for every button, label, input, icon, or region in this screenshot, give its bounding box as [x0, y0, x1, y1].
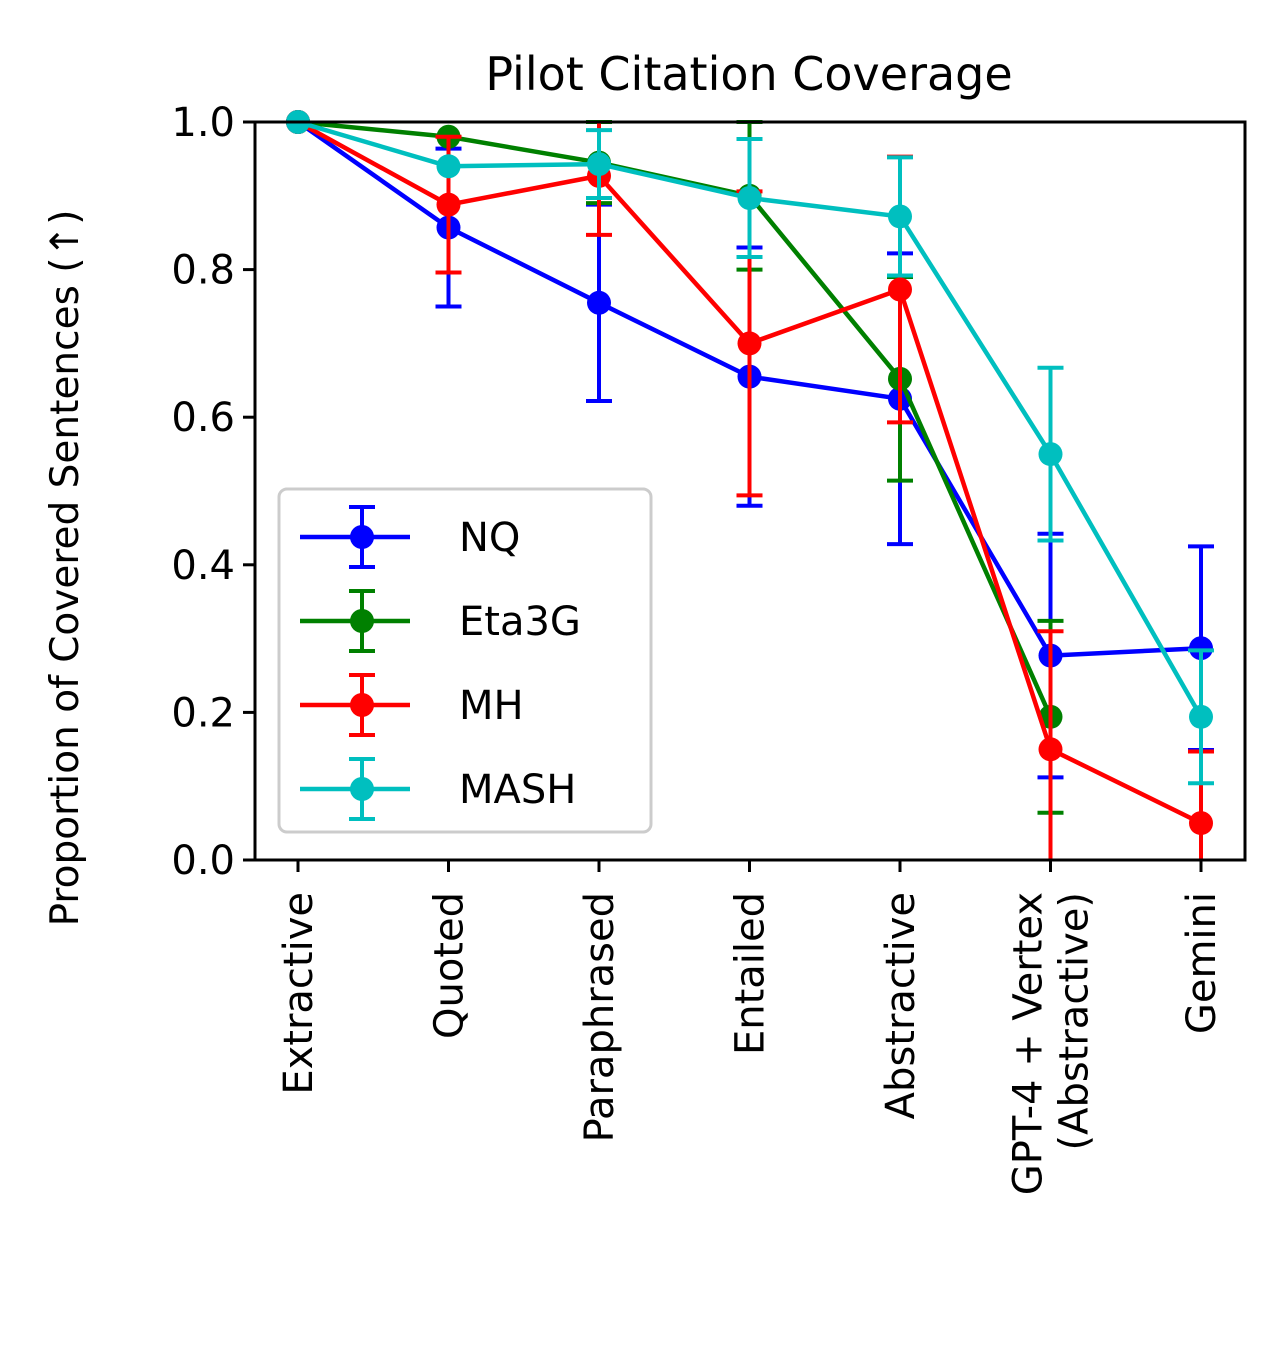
x-tick-label: Quoted — [427, 892, 473, 1039]
data-point — [1189, 811, 1213, 836]
x-tick-label: Paraphrased — [577, 892, 623, 1142]
legend-marker — [350, 609, 374, 633]
legend-entry-NQ: NQ — [300, 505, 520, 569]
plot-series — [286, 110, 1214, 860]
data-point — [587, 290, 611, 315]
legend-entry-MH: MH — [300, 673, 524, 737]
legend-box — [277, 487, 653, 834]
legend-label: Eta3G — [459, 599, 581, 645]
legend-label: NQ — [459, 515, 520, 561]
x-tick-label: Extractive — [276, 892, 322, 1095]
axes: 0.0 0.2 0.4 0.6 0.8 1.0 Extractive Quoted Paraph… — [171, 100, 1247, 1195]
data-point — [1038, 442, 1063, 467]
legend: NQ Eta3G MH MASH — [277, 487, 653, 834]
data-point — [737, 186, 762, 211]
legend-label: MASH — [459, 767, 576, 813]
data-point — [888, 204, 912, 229]
legend-entry-Eta3G: Eta3G — [300, 589, 581, 653]
y-tick-label: 0.4 — [171, 543, 235, 589]
x-tick-label: Gemini — [1179, 892, 1225, 1034]
data-point — [1189, 704, 1213, 729]
legend-marker — [350, 525, 374, 549]
data-point — [1038, 737, 1063, 762]
y-tick-label: 0.0 — [171, 838, 235, 884]
data-point — [587, 152, 611, 177]
y-tick-label: 0.2 — [171, 690, 235, 736]
chart-title: Pilot Citation Coverage — [485, 47, 1012, 101]
data-point — [436, 154, 461, 179]
x-tick-label: GPT-4 + Vertex — [1006, 892, 1052, 1195]
data-point — [1189, 636, 1213, 661]
y-tick-label: 1.0 — [171, 100, 235, 146]
y-axis-label: Proportion of Covered Sentences (↑) — [43, 210, 88, 927]
x-tick-label: Abstractive — [878, 892, 924, 1119]
x-tick-label: (Abstractive) — [1052, 892, 1098, 1151]
data-point — [888, 277, 912, 302]
y-tick-label: 0.6 — [171, 395, 235, 441]
series-MASH — [286, 110, 1214, 786]
legend-marker — [350, 693, 374, 717]
y-tick-label: 0.8 — [171, 248, 235, 294]
data-point — [737, 331, 762, 356]
legend-entry-MASH: MASH — [300, 757, 576, 821]
x-tick-label: Entailed — [728, 892, 774, 1055]
legend-label: MH — [459, 683, 524, 729]
legend-marker — [350, 777, 374, 801]
data-point — [436, 192, 461, 217]
